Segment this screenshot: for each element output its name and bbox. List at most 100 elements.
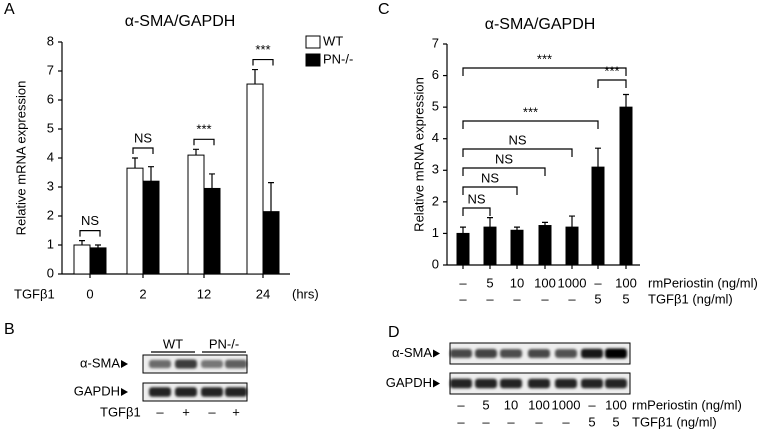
blot-lane-label: 10 [504,397,518,412]
error-bar [148,166,154,182]
panel-letter: A [4,1,15,18]
error-bar [193,148,199,156]
comparison-bracket [462,207,491,216]
x-tick-label-2: 5 [594,291,601,306]
blot-band [149,387,171,397]
blot-band [581,348,603,359]
blot-band [149,359,171,369]
blot-group-label: WT [163,336,183,351]
x-tick-label: 24 [256,286,270,301]
blot-lane-label: – [208,404,216,419]
x-tick-label: 12 [197,286,211,301]
panel-letter: C [378,1,390,18]
error-bar [487,217,493,228]
bar [591,166,605,266]
y-tick-label: 7 [47,62,54,77]
error-bar [252,68,258,85]
comparison-bracket [462,120,599,129]
y-tick-label: 2 [432,193,439,208]
y-tick-label: 1 [432,225,439,240]
blot-lane-label: – [156,404,164,419]
comparison-bracket [597,79,627,88]
comparison-label: *** [537,51,552,66]
x-tick-label-2: – [486,291,494,306]
y-tick-label: 8 [47,33,54,48]
bar [89,247,107,275]
y-tick-label: 4 [47,149,54,164]
comparison-bracket [462,167,546,176]
blot-lane-label: – [535,414,543,429]
y-tick-label: 4 [432,130,439,145]
blot-band [225,387,247,397]
blot-group-label: PN-/- [209,336,239,351]
x-tick-label-2: 5 [622,291,629,306]
blot-row-label: GAPDH [386,375,432,390]
bar [510,229,524,266]
blot-row-label: GAPDH [74,383,120,398]
chart-title: α-SMA/GAPDH [485,16,596,33]
x-tick-label: 10 [510,275,524,290]
error-bar [209,173,215,189]
blot-band [225,359,247,369]
y-tick-label: 7 [432,35,439,50]
blot-band [581,378,603,389]
bar [538,225,552,266]
y-tick-label: 0 [432,256,439,271]
significance-label: NS [134,130,152,145]
y-axis-label: Relative mRNA expression [13,81,28,236]
legend-swatch [305,35,321,49]
panel-letter: D [388,324,400,341]
bar [203,187,221,275]
error-bar [569,215,575,228]
blot-lane-label: 5 [588,414,595,429]
significance-bracket [79,230,101,237]
blot-band [605,378,627,389]
blot-lane-label: – [457,414,465,429]
comparison-label: *** [604,63,619,78]
error-bar [623,93,629,108]
blot-lane-row-label: TGFβ1 (ng/ml) [632,414,717,429]
comparison-label: *** [523,104,538,119]
blot-lane-label: 5 [612,414,619,429]
bar [142,180,160,275]
blot-arrow [121,388,128,396]
error-bar [460,226,466,234]
blot-lane-label: – [588,397,596,412]
error-bar [514,226,520,231]
error-bar [595,147,601,168]
significance-label: *** [196,122,211,137]
y-tick-label: 6 [47,91,54,106]
x-tick-label: 0 [86,286,93,301]
panel-letter: B [4,321,15,338]
blot-band [201,387,223,397]
x-tick-label-2: – [459,291,467,306]
blot-band [475,378,497,389]
comparison-bracket [462,148,573,157]
blot-lane-label: – [507,414,515,429]
blot-arrow [121,360,128,368]
bar [483,226,497,266]
x-axis-unit: (hrs) [292,286,319,301]
error-bar [95,244,101,248]
y-tick-label: 3 [432,162,439,177]
significance-label: NS [81,213,99,228]
y-tick-label: 3 [47,178,54,193]
x-tick-label-2: – [513,291,521,306]
x-tick-label-2: – [568,291,576,306]
bar [456,232,470,266]
blot-band [555,378,577,389]
x-axis-label: rmPeriostin (ng/ml) [648,275,758,290]
significance-bracket [132,147,154,154]
blot-band [528,378,550,389]
comparison-label: NS [495,151,513,166]
comparison-label: NS [481,170,499,185]
bar [187,154,205,275]
blot-band [450,378,472,389]
blot-arrow [433,379,440,388]
y-tick-label: 2 [47,207,54,222]
comparison-bracket [462,186,518,195]
legend-label: WT [323,33,343,48]
blot-lane-label: 100 [528,397,550,412]
comparison-bracket [462,67,627,76]
